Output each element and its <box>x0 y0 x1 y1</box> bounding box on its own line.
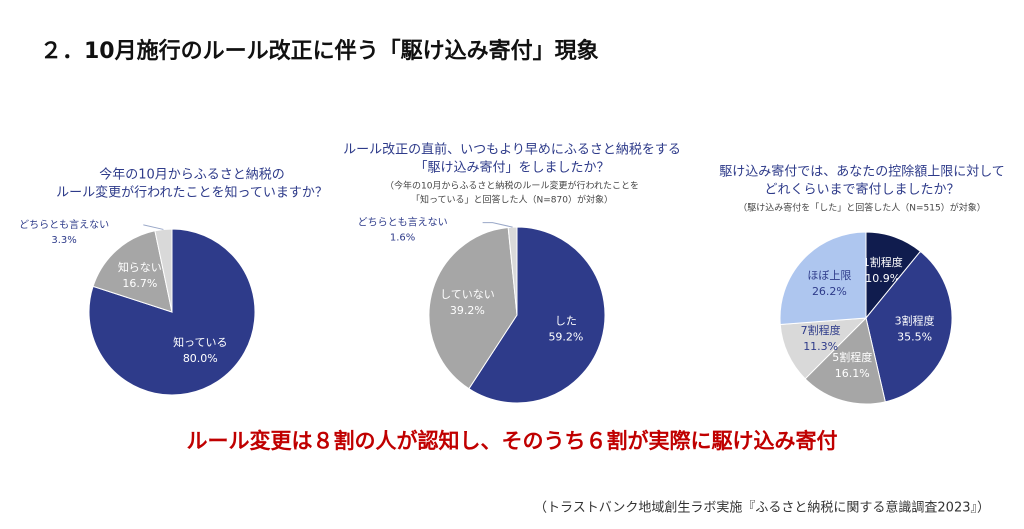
slice-value: 59.2% <box>548 331 583 344</box>
slice-label: 3割程度 <box>895 313 935 327</box>
slice-value: 3.3% <box>51 235 76 246</box>
slice-label: 知っている <box>173 335 227 349</box>
slice-value: 35.5% <box>897 330 932 343</box>
chart-title: 駆け込み寄付では、あなたの控除額上限に対して <box>719 164 1005 180</box>
slice-label: ほぼ上限 <box>807 269 851 282</box>
slice-label: していない <box>440 288 495 301</box>
chart-title: ルール変更が行われたことを知っていますか？ <box>56 185 328 201</box>
chart-title: どれくらいまで寄付しましたか？ <box>764 182 959 198</box>
pie-slice <box>92 230 173 313</box>
slice-label: 知らない <box>118 260 162 274</box>
slice-value: 16.7% <box>122 277 157 290</box>
slice-value: 26.2% <box>812 285 847 298</box>
chart-subtitle: 「知っている」と回答した人（N=870）が対象） <box>411 194 613 206</box>
conclusion: ルール変更は８割の人が認知し、そのうち６割が実際に駆け込み寄付 <box>187 429 838 453</box>
slice-label: した <box>555 315 577 328</box>
slide-title: ２．10月施行のルール改正に伴う「駆け込み寄付」現象 <box>40 38 599 64</box>
pie-slice <box>804 317 886 405</box>
pie-slice <box>865 250 953 403</box>
pie-slice <box>468 226 606 404</box>
pie-slice <box>428 226 518 390</box>
leader-line <box>143 224 164 230</box>
chart-title: 今年の10月からふるさと納税の <box>99 167 285 183</box>
chart-subtitle: （今年の10月からふるさと納税のルール変更が行われたことを <box>385 180 639 192</box>
slice-value: 80.0% <box>183 352 218 365</box>
pie-slice <box>779 231 867 326</box>
slice-value: 1.6% <box>390 233 415 244</box>
chart-subtitle: （駆け込み寄付を「した」と回答した人（N=515）が対象） <box>738 202 985 214</box>
slice-label: 7割程度 <box>801 323 841 337</box>
slice-label: どちらとも言えない <box>19 218 109 231</box>
leader-line <box>482 222 513 228</box>
slice-label: どちらとも言えない <box>358 216 448 229</box>
slice-label: 1割程度 <box>863 255 903 269</box>
slice-value: 11.3% <box>803 340 838 353</box>
slice-label: 5割程度 <box>832 350 872 364</box>
slice-value: 10.9% <box>865 272 900 285</box>
slice-value: 16.1% <box>835 367 870 380</box>
chart-title: ルール改正の直前、いつもより早めにふるさと納税をする <box>343 142 681 158</box>
chart-title: 「駆け込み寄付」をしましたか？ <box>414 160 609 176</box>
source: （トラストバンク地域創生ラボ実施『ふるさと納税に関する意識調査2023』） <box>534 500 990 516</box>
slice-value: 39.2% <box>450 304 485 317</box>
